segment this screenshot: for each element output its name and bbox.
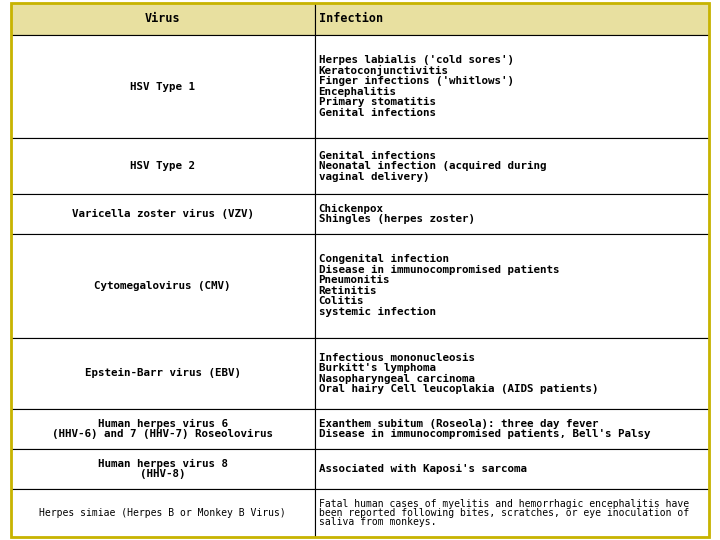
Text: Infectious mononucleosis: Infectious mononucleosis bbox=[319, 353, 474, 362]
Bar bbox=[315, 35, 709, 138]
Text: Virus: Virus bbox=[145, 12, 181, 25]
Text: Finger infections ('whitlows'): Finger infections ('whitlows') bbox=[319, 76, 513, 86]
Text: systemic infection: systemic infection bbox=[319, 307, 436, 317]
Text: Disease in immunocompromised patients, Bell's Palsy: Disease in immunocompromised patients, B… bbox=[319, 429, 650, 440]
Bar bbox=[315, 409, 709, 449]
Text: Herpes labialis ('cold sores'): Herpes labialis ('cold sores') bbox=[319, 55, 513, 65]
Text: Genital infections: Genital infections bbox=[319, 151, 436, 161]
Text: Keratoconjunctivitis: Keratoconjunctivitis bbox=[319, 65, 449, 76]
Text: Cytomegalovirus (CMV): Cytomegalovirus (CMV) bbox=[94, 281, 231, 291]
Text: Fatal human cases of myelitis and hemorrhagic encephalitis have: Fatal human cases of myelitis and hemorr… bbox=[319, 498, 689, 509]
Text: Infection: Infection bbox=[319, 12, 383, 25]
Bar bbox=[315, 338, 709, 409]
Text: Disease in immunocompromised patients: Disease in immunocompromised patients bbox=[319, 265, 559, 275]
Text: Burkitt's lymphoma: Burkitt's lymphoma bbox=[319, 363, 436, 373]
Text: Chickenpox: Chickenpox bbox=[319, 204, 384, 214]
Bar bbox=[11, 338, 315, 409]
Text: HSV Type 2: HSV Type 2 bbox=[130, 161, 195, 171]
Text: (HHV-6) and 7 (HHV-7) Roseolovirus: (HHV-6) and 7 (HHV-7) Roseolovirus bbox=[53, 429, 273, 440]
Text: Epstein-Barr virus (EBV): Epstein-Barr virus (EBV) bbox=[85, 368, 240, 379]
Bar bbox=[11, 449, 315, 489]
Bar bbox=[11, 35, 315, 138]
Text: Pneumonitis: Pneumonitis bbox=[319, 275, 390, 286]
Text: Associated with Kaposi's sarcoma: Associated with Kaposi's sarcoma bbox=[319, 464, 526, 474]
Text: Human herpes virus 6: Human herpes virus 6 bbox=[98, 419, 228, 429]
Bar bbox=[11, 489, 315, 537]
Text: Colitis: Colitis bbox=[319, 296, 364, 307]
Text: (HHV-8): (HHV-8) bbox=[140, 469, 186, 479]
Bar bbox=[315, 138, 709, 194]
Text: vaginal delivery): vaginal delivery) bbox=[319, 172, 429, 182]
Text: Genital infections: Genital infections bbox=[319, 108, 436, 118]
Text: Retinitis: Retinitis bbox=[319, 286, 377, 296]
Text: Herpes simiae (Herpes B or Monkey B Virus): Herpes simiae (Herpes B or Monkey B Viru… bbox=[40, 508, 286, 518]
Bar bbox=[315, 449, 709, 489]
Bar bbox=[315, 3, 709, 35]
Bar bbox=[11, 194, 315, 234]
Text: saliva from monkeys.: saliva from monkeys. bbox=[319, 517, 436, 528]
Text: Exanthem subitum (Roseola): three day fever: Exanthem subitum (Roseola): three day fe… bbox=[319, 419, 598, 429]
Text: Shingles (herpes zoster): Shingles (herpes zoster) bbox=[319, 214, 474, 224]
Bar bbox=[315, 194, 709, 234]
Text: Nasopharyngeal carcinoma: Nasopharyngeal carcinoma bbox=[319, 374, 474, 384]
Bar bbox=[11, 234, 315, 338]
Bar bbox=[315, 489, 709, 537]
Text: Primary stomatitis: Primary stomatitis bbox=[319, 97, 436, 107]
Text: Congenital infection: Congenital infection bbox=[319, 254, 449, 265]
Bar bbox=[315, 234, 709, 338]
Bar bbox=[11, 138, 315, 194]
Bar bbox=[11, 409, 315, 449]
Text: Oral hairy Cell leucoplakia (AIDS patients): Oral hairy Cell leucoplakia (AIDS patien… bbox=[319, 384, 598, 394]
Bar bbox=[11, 3, 315, 35]
Text: Varicella zoster virus (VZV): Varicella zoster virus (VZV) bbox=[72, 209, 253, 219]
Text: Neonatal infection (acquired during: Neonatal infection (acquired during bbox=[319, 161, 546, 171]
Text: Encephalitis: Encephalitis bbox=[319, 87, 397, 97]
Text: HSV Type 1: HSV Type 1 bbox=[130, 82, 195, 92]
Text: Human herpes virus 8: Human herpes virus 8 bbox=[98, 458, 228, 469]
Text: been reported following bites, scratches, or eye inoculation of: been reported following bites, scratches… bbox=[319, 508, 689, 518]
